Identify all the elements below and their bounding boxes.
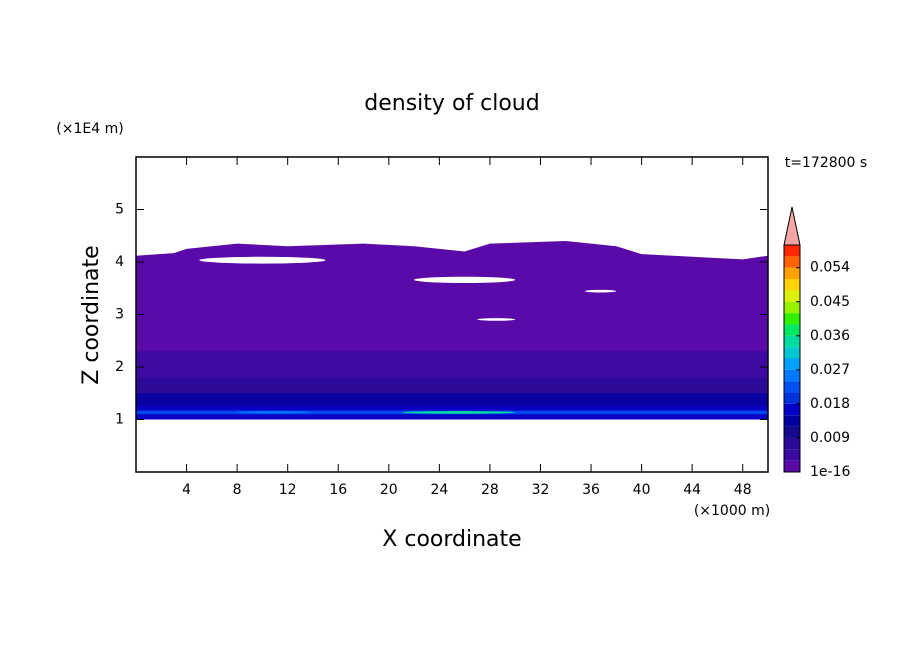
colorbar-tick-label: 0.054: [810, 260, 850, 276]
colorbar-segment: [784, 267, 800, 280]
colorbar-frame: [783, 244, 801, 473]
y-axis-label: Z coordinate: [79, 245, 104, 384]
density-layer: [136, 325, 768, 352]
x-tick-label: 12: [279, 482, 297, 498]
colorbar-segment: [784, 381, 800, 393]
colorbar-tick-label: 0.027: [810, 362, 850, 378]
clear-region: [477, 318, 516, 321]
density-layer: [136, 351, 768, 378]
x-tick-label: 4: [182, 482, 191, 498]
y-unit: (×1E4 m): [56, 121, 123, 137]
clear-region: [199, 256, 326, 264]
colorbar-extend: [783, 206, 801, 246]
colorbar-tick-label: 1e-16: [810, 464, 850, 480]
x-tick-label: 20: [380, 482, 398, 498]
colorbar-segment: [784, 301, 800, 314]
colorbar-segment: [784, 256, 800, 268]
x-tick-label: 36: [582, 482, 600, 498]
clear-region: [414, 276, 516, 283]
colorbar-tick-label: 0.036: [810, 328, 850, 344]
y-tick-label: 4: [115, 254, 124, 270]
colorbar-segment: [784, 449, 800, 461]
colorbar-tick-label: 0.045: [810, 294, 850, 310]
y-tick-label: 2: [115, 359, 124, 375]
colorbar-segment: [784, 347, 800, 359]
x-tick-label: 28: [481, 482, 499, 498]
colorbar-segment: [784, 279, 800, 291]
x-unit: (×1000 m): [694, 503, 770, 519]
colorbar-segment: [784, 369, 800, 382]
colorbar-segment: [784, 392, 800, 404]
colorbar-segment: [784, 437, 800, 450]
colorbar-segment: [784, 415, 800, 427]
colorbar-segment: [784, 460, 800, 472]
colorbar-tick-label: 0.009: [810, 430, 850, 446]
colorbar-segment: [784, 324, 800, 336]
layers: [136, 325, 768, 420]
x-tick-label: 24: [430, 482, 448, 498]
colorbar-segment: [784, 358, 800, 370]
y-tick-label: 1: [115, 412, 124, 428]
colorbar-tick-label: 0.018: [810, 396, 850, 412]
colorbar-segment: [784, 335, 800, 348]
x-tick-label: 8: [233, 482, 242, 498]
colorbar-segment: [784, 290, 800, 302]
x-tick-label: 16: [329, 482, 347, 498]
colorbar-segment: [784, 313, 800, 325]
density-patch: [237, 411, 313, 414]
density-patch: [401, 411, 516, 414]
x-axis-label: X coordinate: [382, 527, 521, 552]
density-layer: [136, 377, 768, 394]
x-tick-label: 32: [532, 482, 550, 498]
colorbar-segment: [784, 245, 800, 257]
x-tick-label: 40: [633, 482, 651, 498]
x-tick-label: 44: [683, 482, 701, 498]
chart-title: density of cloud: [364, 91, 539, 116]
y-tick-label: 3: [115, 307, 124, 323]
clear-region: [584, 289, 617, 293]
density-layer: [136, 393, 768, 407]
colorbar-segment: [784, 426, 800, 438]
y-tick-label: 5: [115, 202, 124, 218]
time-label: t=172800 s: [785, 155, 867, 171]
x-tick-label: 48: [734, 482, 752, 498]
colorbar-segment: [784, 403, 800, 416]
